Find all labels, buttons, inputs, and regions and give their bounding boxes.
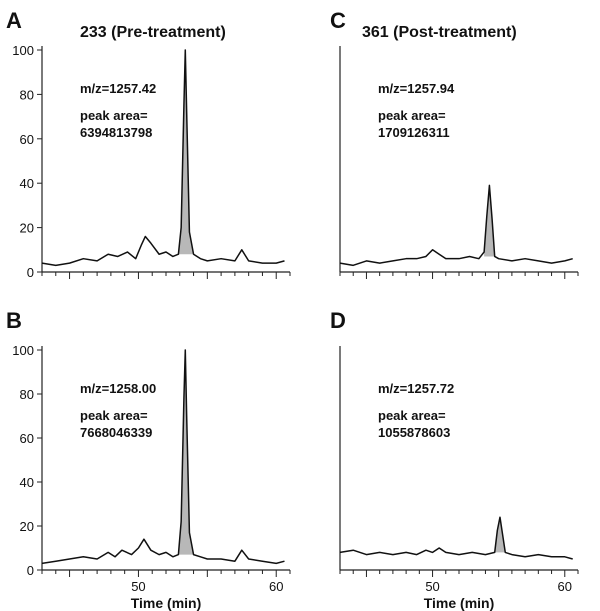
panel-title: 233 (Pre-treatment) (80, 24, 226, 41)
panel-letter: C (330, 8, 346, 33)
mz-annotation: m/z=1257.42 (80, 81, 156, 96)
peak-area-label: peak area= (378, 408, 446, 423)
y-tick-label: 100 (12, 343, 34, 358)
x-axis-label: Time (min) (131, 595, 202, 611)
mz-annotation: m/z=1257.94 (378, 81, 455, 96)
chromatogram-trace (41, 49, 285, 267)
peak-area-value: 1709126311 (378, 125, 450, 140)
peak-area-value: 1055878603 (378, 425, 450, 440)
x-tick-label: 50 (425, 579, 439, 594)
chromatogram-trace (339, 516, 573, 560)
panel-letter: D (330, 308, 346, 333)
x-tick-label: 50 (131, 579, 145, 594)
x-axis-label: Time (min) (424, 595, 495, 611)
y-tick-label: 20 (20, 221, 34, 236)
y-tick-label: 80 (20, 387, 34, 402)
y-tick-label: 0 (27, 563, 34, 578)
panel-d: D 50 60 Time (min) m/z=1257.72 peak area= 105… (330, 308, 579, 611)
x-tick-label: 60 (269, 579, 283, 594)
panel-letter: B (6, 308, 22, 333)
x-tick-label: 60 (558, 579, 572, 594)
peak-area-label: peak area= (80, 408, 148, 423)
y-tick-label: 60 (20, 132, 34, 147)
mz-annotation: m/z=1257.72 (378, 381, 454, 396)
chromatogram-trace (339, 184, 573, 267)
y-tick-label: 20 (20, 519, 34, 534)
y-tick-label: 100 (12, 43, 34, 58)
panel-c: C 361 (Post-treatment) m/z=1257.94 peak a… (330, 8, 579, 279)
peak-area-value: 6394813798 (80, 125, 152, 140)
panel-letter: A (6, 8, 22, 33)
peak-area-fill (494, 517, 506, 553)
peak-area-fill (484, 185, 495, 257)
panel-title: 361 (Post-treatment) (362, 24, 517, 41)
chromatogram-trace (41, 349, 285, 565)
y-tick-label: 40 (20, 475, 34, 490)
y-tick-label: 0 (27, 265, 34, 280)
y-tick-label: 80 (20, 87, 34, 102)
peak-area-value: 7668046339 (80, 425, 152, 440)
peak-area-label: peak area= (80, 108, 148, 123)
y-tick-label: 40 (20, 176, 34, 191)
y-tick-label: 60 (20, 431, 34, 446)
panel-a: A 233 (Pre-treatment) 0 20 40 60 80 100 m/z=12… (6, 8, 291, 280)
panel-b: B 0 20 40 60 80 100 50 60 Time (min) m/z=1258.00 p… (6, 308, 291, 611)
peak-area-label: peak area= (378, 108, 446, 123)
mz-annotation: m/z=1258.00 (80, 381, 156, 396)
